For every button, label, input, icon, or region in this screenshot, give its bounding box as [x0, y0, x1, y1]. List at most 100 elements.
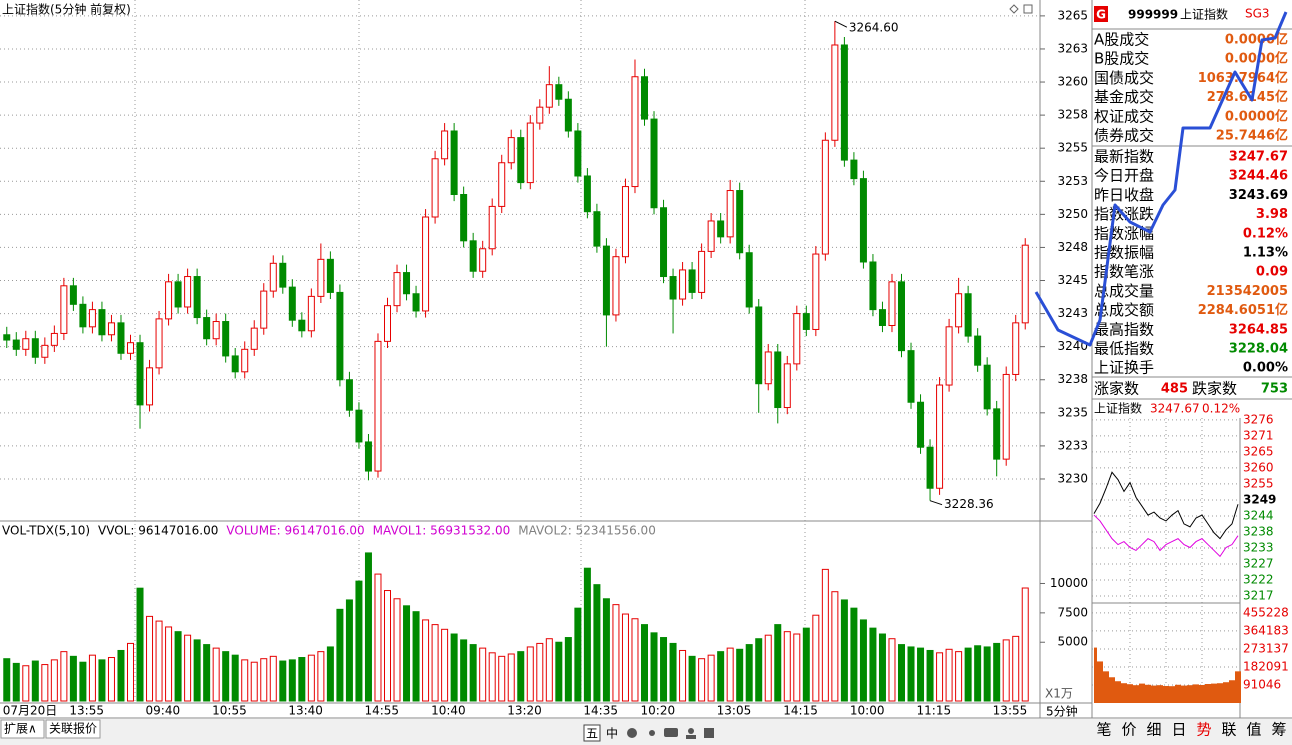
field-label: 债券成交 [1094, 127, 1154, 145]
candle-body [117, 322, 125, 354]
candle-body [498, 162, 506, 207]
stock-code: 999999 [1128, 8, 1178, 22]
volume-bar [812, 614, 820, 702]
annotation-pointer [929, 500, 943, 506]
candle-body [231, 355, 239, 373]
x-tick-label: 13:40 [288, 704, 323, 718]
y-tick-label: 273137 [1243, 641, 1289, 655]
tab[interactable] [0, 719, 45, 739]
candle-body [564, 98, 572, 132]
volume-bar [1012, 635, 1020, 702]
up-count: 485 [1161, 382, 1188, 397]
candle-body [193, 276, 201, 319]
volume-bar [955, 651, 963, 702]
field-value: 3228.04 [1229, 342, 1288, 357]
volume-bar [393, 598, 401, 702]
hand-drawn-annotation [1034, 11, 1288, 347]
low-annotation: 3228.36 [944, 497, 994, 511]
candle-body [764, 351, 772, 385]
volume-bar [288, 659, 296, 702]
x-tick-label: 13:05 [717, 704, 752, 718]
y-tick-label: 3227 [1243, 557, 1274, 571]
volume-bar [679, 649, 687, 702]
tab-label[interactable]: 笔 [1096, 721, 1111, 739]
field-label: 昨日收盘 [1094, 186, 1154, 204]
field-label: 总成交额 [1094, 301, 1154, 319]
status-bar [0, 719, 1292, 745]
tool-label[interactable]: 中 [606, 726, 618, 741]
tab[interactable] [45, 719, 101, 739]
volume-bar [364, 552, 372, 702]
field-value: 0.0000亿 [1225, 32, 1288, 48]
field-value: 0.0000亿 [1225, 108, 1288, 124]
candle-body [993, 408, 1001, 460]
candle-body [288, 286, 296, 321]
volume-bar [431, 624, 439, 702]
candle-body [355, 409, 363, 443]
x-tick-label: 07月20日 [3, 704, 58, 718]
drawing-layer: 3230 3233 3235 3238 3240 3243 3245 3248 3250 3253… [0, 8, 1289, 718]
candle-body [60, 285, 68, 334]
volume-bar [326, 646, 334, 702]
tab-label[interactable]: 值 [1246, 721, 1261, 739]
volume-bar [888, 638, 896, 702]
y-tick-label: 3230 [1057, 471, 1088, 485]
candle-body [774, 351, 782, 409]
candle-body [1021, 244, 1029, 324]
window-icons[interactable] [1009, 4, 1033, 14]
tab-label[interactable]: 价 [1121, 721, 1136, 739]
candle-body [555, 84, 563, 100]
field-label: 最高指数 [1094, 320, 1154, 338]
volume-bar [469, 644, 477, 702]
mini-volume-bar [1127, 684, 1133, 703]
y-tick-label: 3238 [1057, 372, 1088, 386]
candle-body [50, 332, 58, 346]
tab-label[interactable]: 关联报价 [49, 721, 97, 736]
down-count: 753 [1261, 382, 1288, 397]
volume-bar [831, 591, 839, 702]
volume-bar [802, 627, 810, 702]
y-tick-label: 3243 [1057, 306, 1088, 320]
tool-button[interactable] [583, 724, 601, 742]
x-tick-label: 13:55 [993, 704, 1028, 718]
toolbar-icons[interactable] [627, 728, 714, 739]
candle-body [612, 256, 620, 316]
candle-body [707, 220, 715, 252]
tab-label[interactable]: 扩展∧ [4, 722, 37, 736]
volume-bar [936, 652, 944, 702]
candle-body [507, 137, 515, 164]
tool-label[interactable]: 五 [586, 727, 598, 741]
candle-body [783, 363, 791, 409]
volume-bar [593, 584, 601, 702]
field-label: 基金成交 [1094, 88, 1154, 106]
volume-bar [945, 648, 953, 702]
candle-body [3, 334, 11, 341]
volume-bar [412, 611, 420, 702]
candle-body [450, 130, 458, 196]
volume-bar [631, 618, 639, 702]
tab-label[interactable]: 筹 [1271, 721, 1286, 739]
tab-label[interactable]: 日 [1171, 721, 1186, 739]
candle-body [736, 190, 744, 254]
tab-label[interactable]: 势 [1196, 721, 1211, 739]
candle-body [602, 245, 610, 316]
candle-body [755, 306, 763, 385]
tab-label[interactable]: 联 [1221, 721, 1236, 739]
chart-title: 上证指数(5分钟 前复权) [2, 2, 131, 17]
volume-bar [536, 642, 544, 702]
candle-body [174, 281, 182, 308]
mini-volume-bar [1145, 684, 1151, 703]
candle-body [374, 340, 382, 472]
volume-bar [698, 658, 706, 702]
mini-volume-bar [1199, 684, 1205, 703]
field-value: 213542005 [1207, 284, 1288, 299]
volume-bar [146, 615, 154, 702]
candle-body [802, 313, 810, 330]
tab-label[interactable]: 细 [1146, 721, 1161, 739]
volume-bar [907, 646, 915, 702]
candle-body [250, 327, 258, 350]
candle-body [917, 401, 925, 448]
candle-body [574, 130, 582, 177]
volume-bar [840, 599, 848, 702]
field-label: 总成交量 [1094, 282, 1154, 300]
